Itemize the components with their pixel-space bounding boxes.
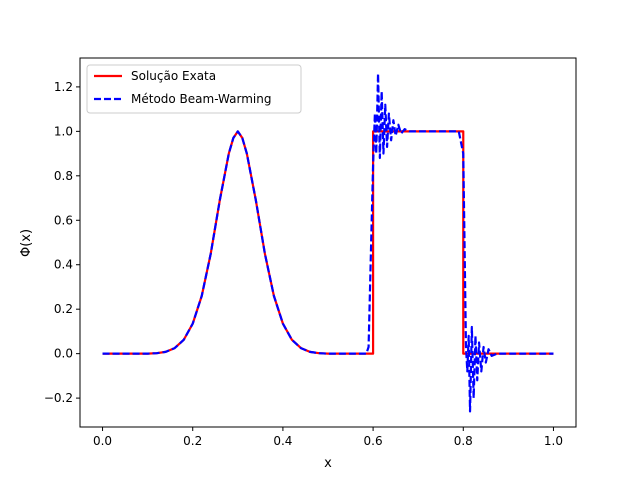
y-tick-label: 0.8 xyxy=(54,169,73,183)
plot-area xyxy=(80,58,576,427)
x-tick-label: 0.4 xyxy=(273,434,292,448)
legend-box xyxy=(86,64,302,114)
x-tick-label: 0.8 xyxy=(454,434,473,448)
x-tick-label: 0.6 xyxy=(364,434,383,448)
series-line-beam-warming xyxy=(102,72,554,413)
y-tick-label: 0.0 xyxy=(54,347,73,361)
y-tick-label: 0.6 xyxy=(54,213,73,227)
y-tick-label: 1.2 xyxy=(54,80,73,94)
legend: Solução Exata Método Beam-Warming xyxy=(86,64,302,114)
plot-frame xyxy=(79,57,577,428)
x-tick-label: 0.0 xyxy=(93,434,112,448)
y-tick-label: −0.2 xyxy=(44,391,73,405)
ticks-layer: 0.0 0.2 0.4 0.6 0.8 1.0 −0.2 0.0 0.2 0.4 0.6 0.8 1.0… xyxy=(44,80,563,448)
y-tick-label: 1.0 xyxy=(54,124,73,138)
x-tick-label: 1.0 xyxy=(544,434,563,448)
y-axis-label: Φ(x) xyxy=(19,229,34,257)
x-axis-label: x xyxy=(324,456,332,471)
legend-label-beam-warming: Método Beam-Warming xyxy=(131,92,271,106)
series-layer xyxy=(102,72,554,413)
x-tick-label: 0.2 xyxy=(183,434,202,448)
legend-label-exact: Solução Exata xyxy=(131,69,216,83)
y-tick-label: 0.2 xyxy=(54,302,73,316)
y-tick-label: 0.4 xyxy=(54,258,73,272)
